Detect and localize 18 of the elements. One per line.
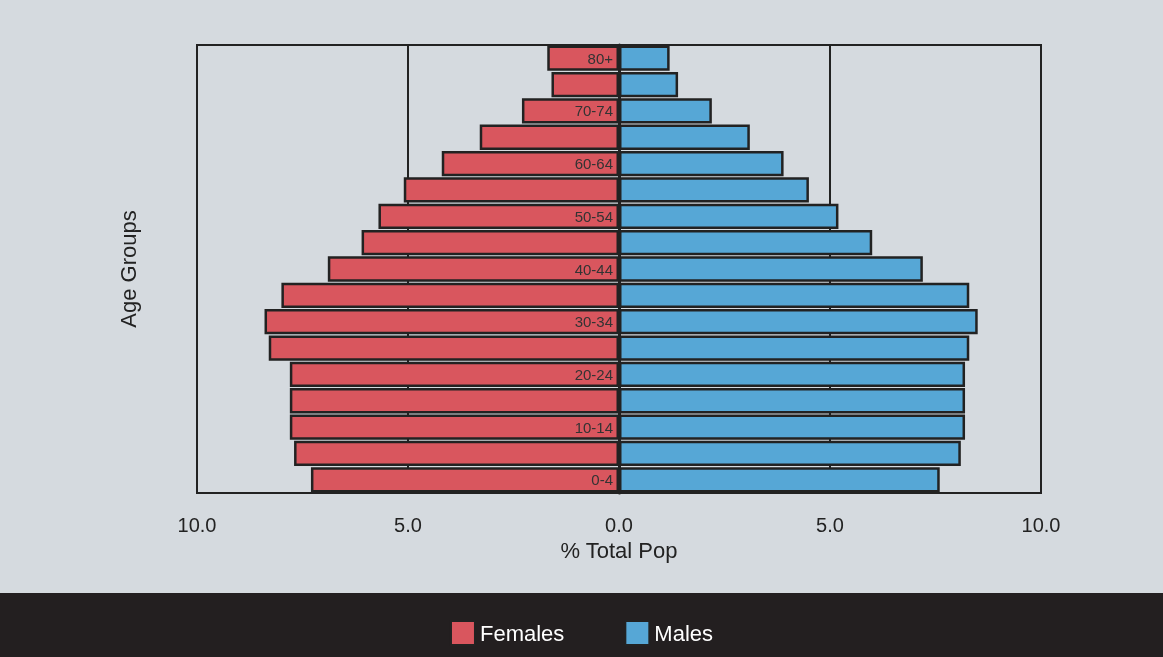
y-tick-label: 20-24: [574, 365, 613, 383]
x-axis-title: % Total Pop: [560, 538, 678, 564]
legend-label: Males: [654, 620, 714, 646]
legend-label: Females: [479, 620, 565, 646]
y-axis-title: Age Groups: [115, 210, 141, 328]
y-tick-label: 50-54: [574, 207, 613, 225]
y-tick-label: 70-74: [574, 102, 613, 120]
x-tick-label: 10.0: [177, 514, 217, 536]
y-tick-label: 40-44: [574, 260, 613, 278]
x-tick-label: 5.0: [816, 514, 844, 536]
x-tick-label: 5.0: [394, 514, 422, 536]
x-tick-label: 10.0: [1021, 514, 1061, 536]
y-tick-label: 80+: [587, 49, 614, 67]
y-tick-label: 30-34: [574, 313, 613, 331]
y-tick-label: 10-14: [574, 418, 613, 436]
y-tick-label: 60-64: [574, 155, 613, 173]
x-tick-label: 0.0: [605, 514, 633, 536]
y-tick-label: 0-4: [591, 471, 613, 489]
